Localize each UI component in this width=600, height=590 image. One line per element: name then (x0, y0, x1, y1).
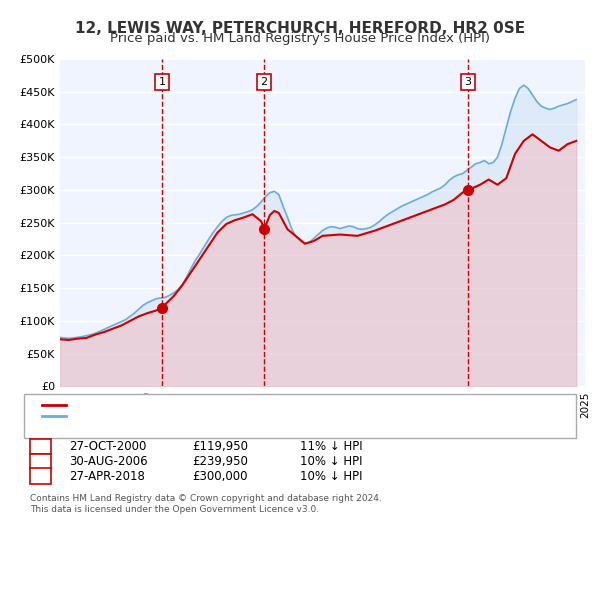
Text: 27-APR-2018: 27-APR-2018 (69, 470, 145, 483)
Text: 12, LEWIS WAY, PETERCHURCH, HEREFORD, HR2 0SE: 12, LEWIS WAY, PETERCHURCH, HEREFORD, HR… (75, 21, 525, 35)
Text: 1: 1 (37, 442, 44, 451)
Text: 2: 2 (37, 457, 44, 466)
Text: £300,000: £300,000 (192, 470, 248, 483)
Text: 30-AUG-2006: 30-AUG-2006 (69, 455, 148, 468)
Text: 10% ↓ HPI: 10% ↓ HPI (300, 470, 362, 483)
Text: 3: 3 (37, 471, 44, 481)
Text: Contains HM Land Registry data © Crown copyright and database right 2024.
This d: Contains HM Land Registry data © Crown c… (30, 494, 382, 514)
Text: 27-OCT-2000: 27-OCT-2000 (69, 440, 146, 453)
Text: 2: 2 (260, 77, 268, 87)
Text: Price paid vs. HM Land Registry's House Price Index (HPI): Price paid vs. HM Land Registry's House … (110, 32, 490, 45)
Text: 3: 3 (464, 77, 472, 87)
Text: £239,950: £239,950 (192, 455, 248, 468)
Text: 11% ↓ HPI: 11% ↓ HPI (300, 440, 362, 453)
Text: 1: 1 (158, 77, 166, 87)
Text: 10% ↓ HPI: 10% ↓ HPI (300, 455, 362, 468)
Text: HPI: Average price, detached house, Herefordshire: HPI: Average price, detached house, Here… (69, 411, 333, 421)
Text: 12, LEWIS WAY, PETERCHURCH, HEREFORD, HR2 0SE (detached house): 12, LEWIS WAY, PETERCHURCH, HEREFORD, HR… (69, 401, 439, 410)
Text: £119,950: £119,950 (192, 440, 248, 453)
